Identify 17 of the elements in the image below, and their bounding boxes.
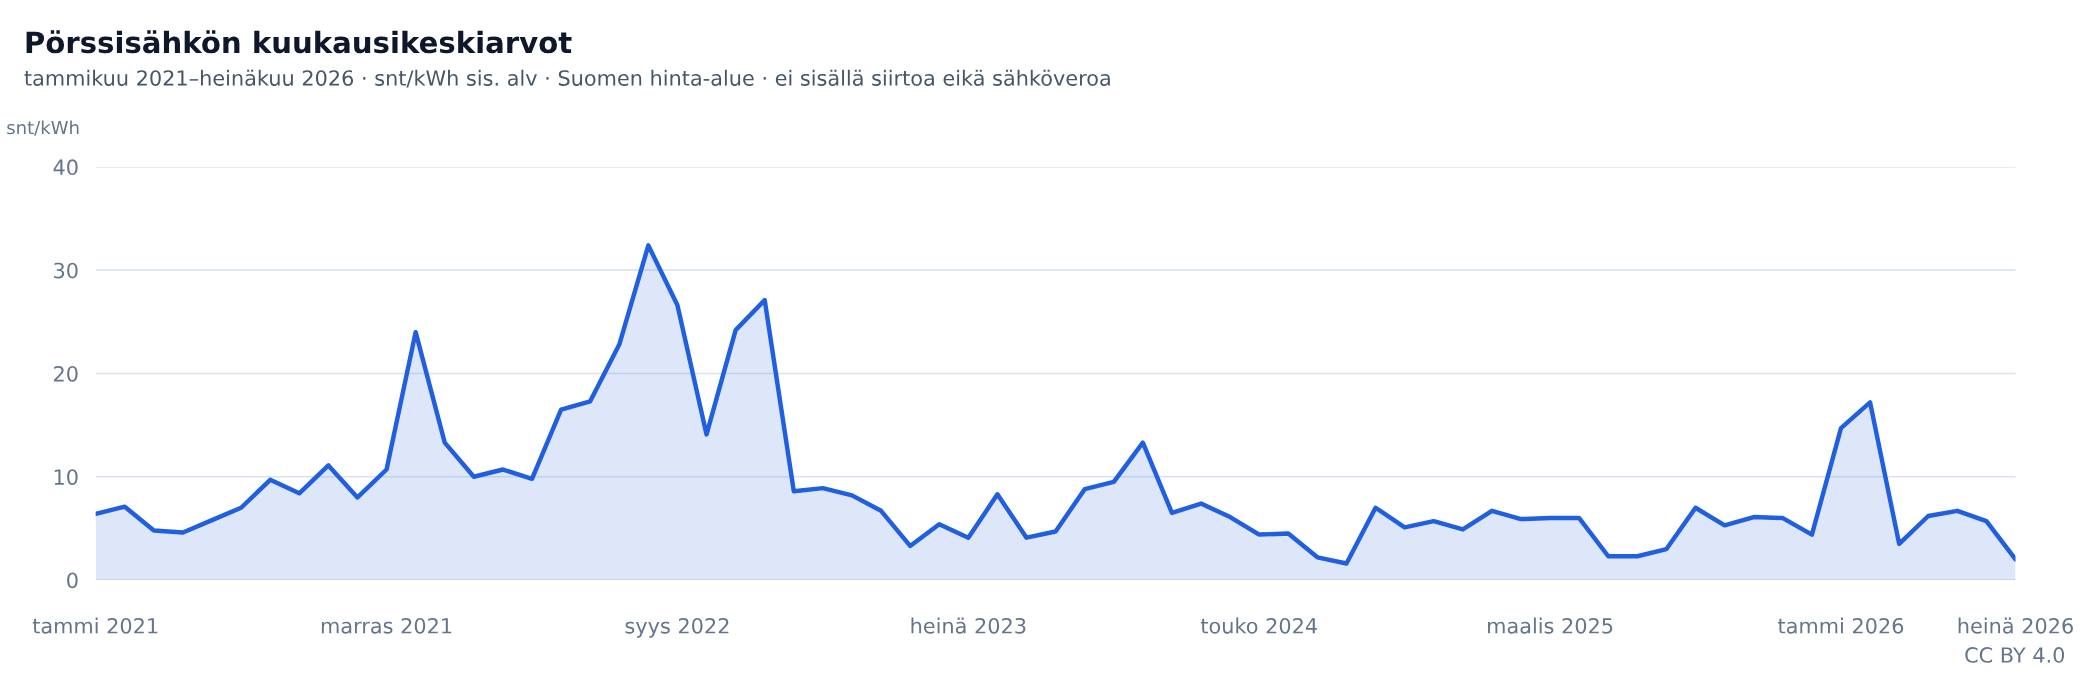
- x-tick-label: heinä 2023: [911, 617, 1026, 634]
- x-tick-label: heinä 2026: [1958, 617, 2073, 634]
- y-tick-label: 10: [54, 469, 78, 485]
- x-tick-label: maalis 2025: [1488, 617, 1613, 634]
- x-tick-label: tammi 2026: [1778, 617, 1904, 634]
- y-tick-label: 30: [54, 262, 78, 279]
- text: CC BY 4.0: [1965, 647, 2065, 663]
- chart-subtitle: tammikuu 2021–heinäkuu 2026 · snt/kWh sis. alv · Suomen hinta-alue · ei sisällä siirtoa eikä sähköveroa: [24, 69, 1110, 88]
- x-tick-label: syys 2022: [625, 617, 729, 638]
- x-tick-label: touko 2024: [1200, 617, 1317, 634]
- y-tick-label: 0: [67, 572, 78, 589]
- x-tick-label: marras 2021: [321, 617, 452, 634]
- y-tick-label: 20: [54, 365, 78, 382]
- y-tick-label: 40: [53, 159, 78, 176]
- chart-title: Pörssisähkön kuukausikeskiarvot: [26, 30, 572, 54]
- y-axis-title: snt/kWh: [7, 120, 79, 136]
- x-tick-label: tammi 2021: [32, 617, 158, 634]
